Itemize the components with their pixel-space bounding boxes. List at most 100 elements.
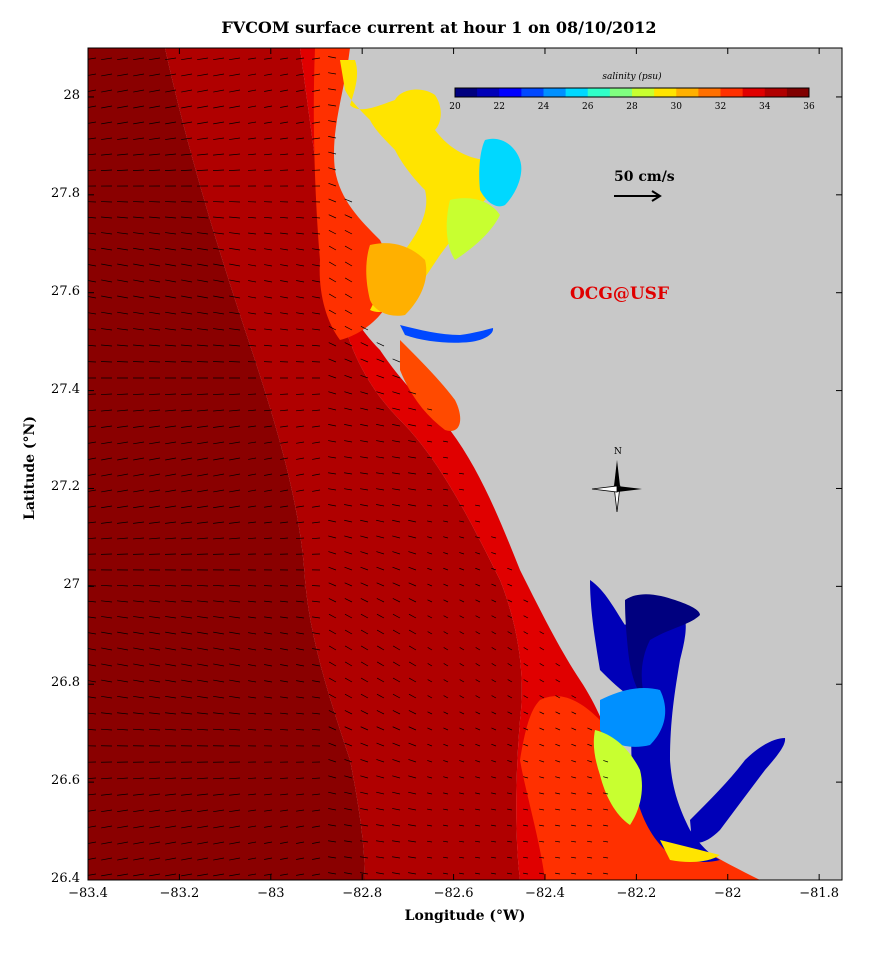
current-vector: [507, 792, 513, 795]
current-vector: [296, 328, 305, 331]
current-vector: [264, 216, 273, 219]
current-vector: [117, 279, 129, 283]
current-vector: [555, 663, 561, 667]
current-vector: [279, 729, 289, 731]
current-vector: [280, 712, 289, 715]
current-vector: [408, 504, 417, 507]
current-vector: [376, 440, 385, 443]
axis-ticks: [87, 48, 842, 881]
current-vector: [392, 407, 401, 411]
current-vector: [443, 631, 449, 635]
current-vector: [392, 440, 401, 443]
current-vector: [248, 280, 257, 283]
y-tick-label: 27.6: [51, 283, 80, 299]
current-vector: [491, 711, 497, 715]
current-vector: [376, 808, 385, 811]
current-vector: [459, 679, 465, 683]
current-vector: [133, 777, 145, 780]
current-vector: [279, 777, 289, 779]
current-vector: [427, 488, 433, 491]
current-vector: [165, 809, 177, 813]
current-vector: [229, 441, 241, 445]
current-vector: [443, 727, 449, 731]
current-vector: [280, 696, 289, 699]
current-vector: [587, 840, 593, 843]
credit-label: OCG@USF: [570, 284, 670, 304]
current-vector: [296, 696, 305, 699]
current-vector: [392, 551, 401, 555]
current-vector: [88, 664, 97, 667]
current-vector: [328, 856, 337, 859]
current-vector: [360, 504, 369, 507]
current-vector: [165, 425, 177, 428]
current-vector: [392, 613, 401, 619]
current-vector: [312, 344, 321, 347]
current-vector: [555, 776, 561, 779]
current-vector: [117, 489, 129, 493]
current-vector: [197, 263, 209, 267]
current-vector: [133, 441, 145, 445]
current-vector: [88, 89, 97, 92]
current-vector: [360, 629, 369, 635]
current-vector: [587, 808, 593, 811]
current-vector: [88, 393, 97, 395]
current-vector: [264, 232, 273, 235]
current-vector: [427, 536, 433, 539]
current-vector: [149, 521, 161, 524]
current-vector: [149, 425, 161, 428]
current-vector: [296, 105, 305, 108]
current-vector: [296, 425, 305, 428]
current-vector: [360, 808, 369, 811]
current-vector: [427, 615, 433, 619]
current-vector: [181, 728, 193, 731]
current-vector: [229, 409, 241, 412]
current-vector: [491, 552, 497, 555]
current-vector: [149, 216, 161, 219]
current-vector: [376, 582, 385, 587]
current-vector: [165, 137, 177, 140]
current-vector: [311, 729, 321, 731]
current-vector: [296, 457, 305, 460]
current-vector: [181, 89, 193, 93]
current-vector: [229, 841, 241, 845]
current-vector: [360, 661, 369, 667]
current-vector: [213, 263, 225, 267]
current-vector: [392, 598, 401, 603]
current-vector: [181, 344, 193, 347]
current-vector: [248, 328, 257, 331]
current-vector: [229, 57, 241, 61]
current-vector: [197, 631, 209, 635]
current-vector: [263, 729, 273, 731]
current-vector: [475, 567, 481, 571]
current-vector: [312, 89, 321, 92]
current-vector: [344, 677, 353, 683]
current-vector: [88, 153, 97, 156]
current-vector: [181, 616, 193, 619]
current-vector: [133, 425, 145, 428]
current-vector: [459, 663, 465, 667]
current-vector: [149, 841, 161, 845]
current-vector: [344, 824, 353, 827]
current-vector: [228, 584, 241, 587]
current-vector: [88, 841, 97, 844]
current-vector: [392, 693, 401, 699]
current-vector: [264, 473, 273, 476]
current-vector: [165, 728, 177, 731]
current-vector: [296, 825, 305, 828]
current-vector: [197, 73, 209, 77]
current-vector: [101, 873, 113, 877]
current-vector: [197, 873, 209, 877]
current-vector: [280, 873, 289, 876]
current-vector: [328, 661, 337, 667]
colorbar-swatch: [676, 88, 699, 97]
current-vector: [328, 872, 337, 875]
current-vector: [133, 153, 145, 156]
current-vector: [408, 598, 417, 603]
current-vector: [229, 121, 241, 125]
current-vector: [376, 358, 385, 363]
current-vector: [392, 856, 401, 859]
current-vector: [344, 629, 353, 635]
current-vector: [132, 584, 145, 587]
current-vector: [443, 792, 449, 795]
current-vector: [491, 824, 497, 827]
